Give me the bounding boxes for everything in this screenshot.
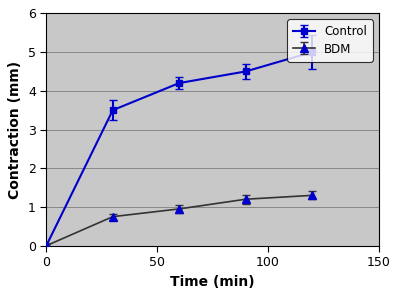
- Legend: Control, BDM: Control, BDM: [287, 19, 373, 62]
- X-axis label: Time (min): Time (min): [170, 275, 255, 289]
- Y-axis label: Contraction (mm): Contraction (mm): [8, 61, 22, 199]
